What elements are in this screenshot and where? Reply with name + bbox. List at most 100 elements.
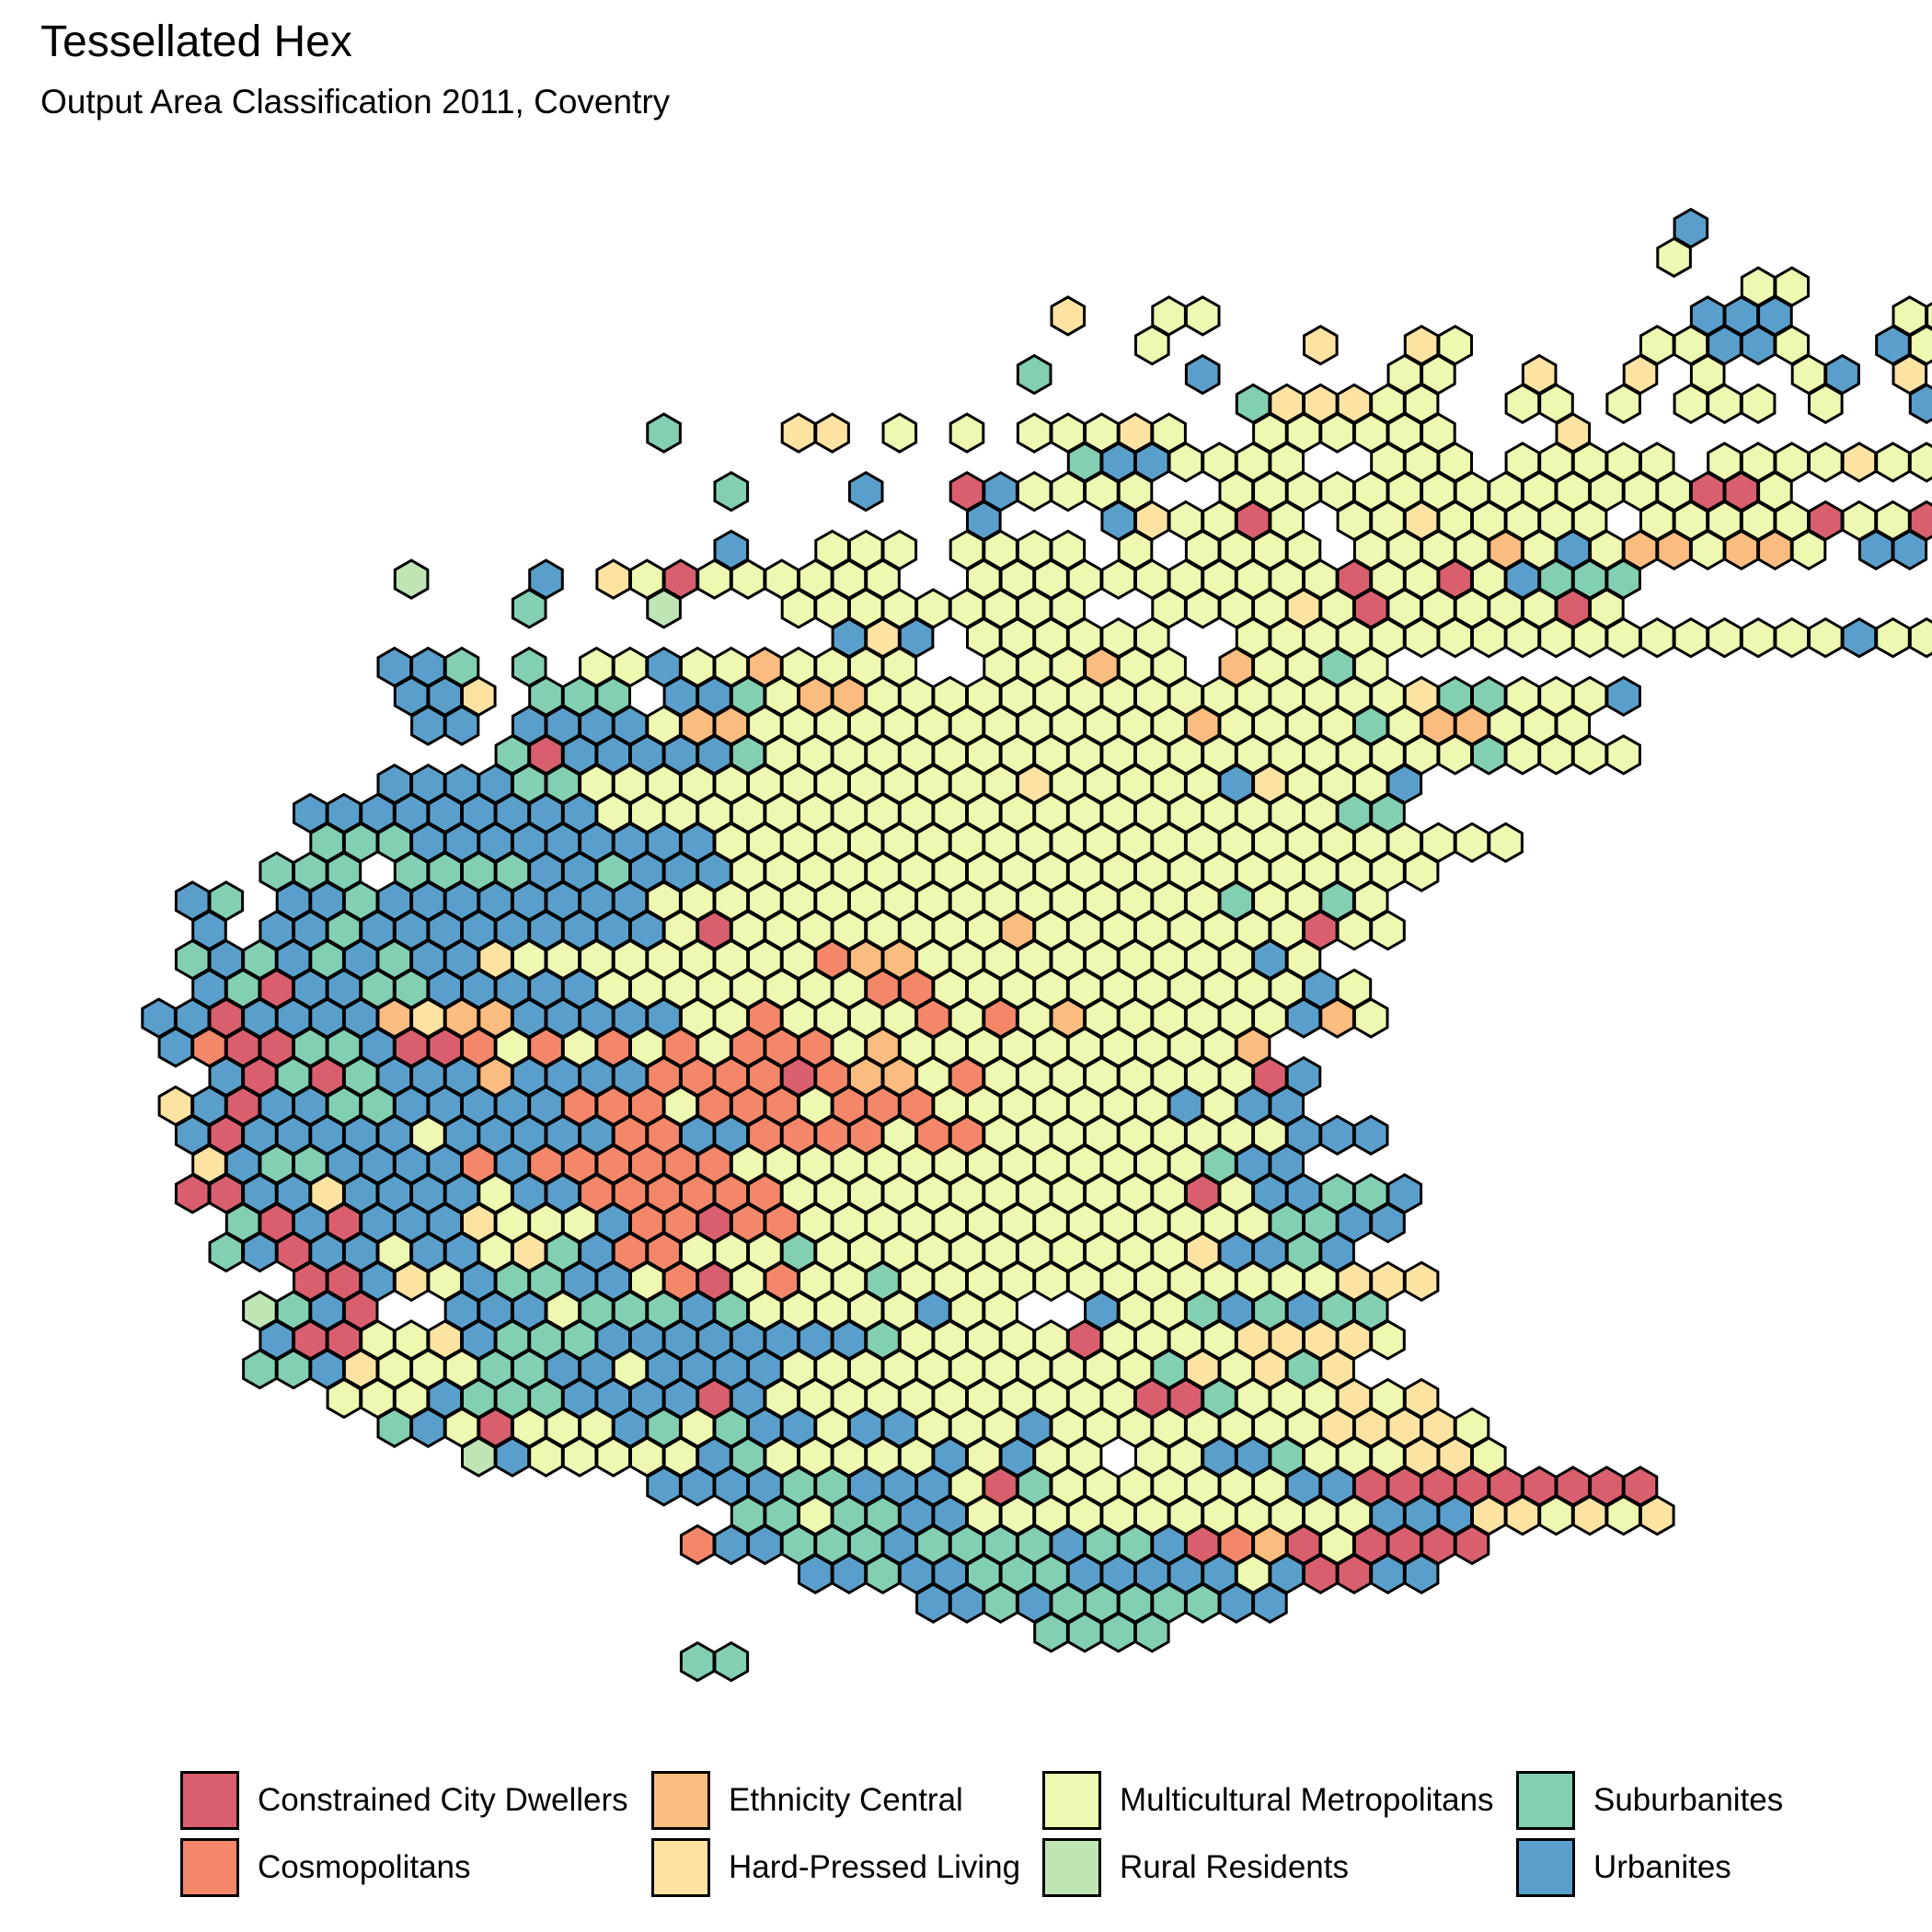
hex-cell-hard-pressed-living	[814, 412, 850, 454]
hex-cell-urbanites	[410, 1407, 446, 1449]
hex-cell-suburbanites	[511, 588, 547, 629]
hex-cell-urbanites	[679, 1466, 716, 1507]
map-subtitle: Output Area Classification 2011, Coventr…	[40, 83, 671, 121]
hex-cell-suburbanites	[1016, 353, 1052, 396]
hex-cell-hard-pressed-living	[1841, 442, 1878, 483]
hex-cell-multicultural-metropolitans	[1774, 616, 1810, 659]
hex-cell-urbanites	[646, 1466, 682, 1507]
hex-cell-multicultural-metropolitans	[1808, 442, 1844, 483]
hex-cell-ethnicity-central	[1723, 529, 1760, 571]
legend-label: Multicultural Metropolitans	[1120, 1782, 1494, 1818]
hex-cell-suburbanites	[679, 1640, 716, 1683]
hex-cell-urbanites	[1403, 1553, 1440, 1595]
hex-cell-suburbanites	[865, 1553, 901, 1595]
hex-cell-urbanites	[949, 1582, 985, 1624]
hex-cell-multicultural-metropolitans	[696, 558, 732, 600]
hex-cell-multicultural-metropolitans	[1370, 1319, 1406, 1361]
hex-cell-urbanites	[1740, 324, 1777, 366]
hex-cell-multicultural-metropolitans	[1908, 442, 1932, 483]
hex-cell-suburbanites	[1134, 1612, 1170, 1653]
hex-cell-rural-residents	[393, 558, 430, 600]
hex-cell-multicultural-metropolitans	[1167, 442, 1204, 483]
hex-cell-urbanites	[1892, 529, 1928, 571]
hex-cell-suburbanites	[713, 470, 750, 512]
hex-cell-multicultural-metropolitans	[1352, 997, 1389, 1039]
hex-cell-urbanites	[1857, 529, 1894, 571]
legend-swatch	[1042, 1771, 1101, 1830]
hex-cell-multicultural-metropolitans	[1016, 412, 1052, 454]
hex-cell-urbanites	[1605, 675, 1641, 718]
legend-swatch	[1516, 1771, 1575, 1830]
hex-cell-suburbanites	[376, 1407, 413, 1449]
hex-cell-multicultural-metropolitans	[1370, 909, 1406, 951]
hex-cell-multicultural-metropolitans	[1488, 822, 1524, 864]
hex-cell-constrained-city-dwellers	[1303, 1553, 1339, 1595]
hex-cell-hard-pressed-living	[1504, 1494, 1541, 1536]
hex-cell-multicultural-metropolitans	[1033, 1260, 1069, 1303]
hex-cell-constrained-city-dwellers	[174, 1173, 211, 1214]
hex-cell-multicultural-metropolitans	[1471, 616, 1507, 659]
hex-cell-constrained-city-dwellers	[1336, 1553, 1373, 1595]
hex-cell-multicultural-metropolitans	[1100, 558, 1136, 600]
hex-cell-multicultural-metropolitans	[528, 1436, 564, 1478]
hex-cell-multicultural-metropolitans	[1504, 383, 1541, 425]
hex-cell-multicultural-metropolitans	[1808, 616, 1844, 659]
hex-cell-multicultural-metropolitans	[1184, 295, 1221, 337]
hex-cell-urbanites	[1352, 1114, 1389, 1156]
legend-swatch	[651, 1838, 710, 1897]
hex-cell-multicultural-metropolitans	[1403, 851, 1440, 892]
hex-cell-multicultural-metropolitans	[561, 1436, 598, 1478]
legend-label: Cosmopolitans	[258, 1849, 471, 1885]
hex-cell-multicultural-metropolitans	[949, 412, 985, 454]
hex-cell-multicultural-metropolitans	[1571, 734, 1608, 776]
hex-cell-multicultural-metropolitans	[1707, 383, 1742, 425]
legend-label: Rural Residents	[1120, 1849, 1349, 1885]
hex-cell-suburbanites	[1471, 734, 1507, 776]
hex-cell-suburbanites	[1100, 1612, 1136, 1653]
hex-cell-suburbanites	[208, 1231, 245, 1273]
hex-cell-urbanites	[1319, 1114, 1355, 1156]
hex-cell-multicultural-metropolitans	[1707, 616, 1742, 659]
hex-cell-multicultural-metropolitans	[1016, 470, 1052, 512]
hex-cell-hard-pressed-living	[393, 1260, 430, 1303]
hex-cell-suburbanites	[1184, 1582, 1221, 1624]
hex-cell-multicultural-metropolitans	[326, 1377, 362, 1420]
hex-cell-multicultural-metropolitans	[1740, 383, 1777, 425]
hex-cell-multicultural-metropolitans	[595, 1436, 631, 1478]
hex-cell-urbanites	[798, 1553, 834, 1595]
hex-cell-constrained-city-dwellers	[1454, 1524, 1490, 1566]
legend: Constrained City Dwellers Cosmopolitans …	[180, 1771, 1818, 1909]
legend-label: Suburbanites	[1593, 1782, 1784, 1818]
legend-label: Constrained City Dwellers	[258, 1782, 628, 1818]
hex-cell-multicultural-metropolitans	[1437, 734, 1473, 776]
hex-cell-multicultural-metropolitans	[1605, 1494, 1641, 1536]
hex-cell-multicultural-metropolitans	[1454, 822, 1490, 864]
hex-cell-multicultural-metropolitans	[1926, 302, 1932, 330]
hex-cell-multicultural-metropolitans	[1790, 529, 1827, 571]
legend-swatch	[1516, 1838, 1575, 1897]
hex-cell-multicultural-metropolitans	[1504, 616, 1541, 659]
legend-label: Ethnicity Central	[729, 1782, 963, 1818]
hex-cell-urbanites	[443, 705, 480, 746]
hex-cell-multicultural-metropolitans	[1875, 442, 1911, 483]
hex-cell-suburbanites	[275, 1348, 312, 1390]
hex-cell-rural-residents	[646, 588, 682, 629]
hex-cell-multicultural-metropolitans	[1605, 383, 1641, 425]
hex-cell-multicultural-metropolitans	[1134, 324, 1170, 366]
hex-cell-multicultural-metropolitans	[1656, 236, 1692, 279]
hex-map	[141, 207, 1932, 1683]
legend-swatch	[1042, 1838, 1101, 1897]
legend-label: Hard-Pressed Living	[729, 1849, 1021, 1885]
hex-cell-urbanites	[1370, 1202, 1406, 1244]
hex-cell-ethnicity-central	[1757, 529, 1793, 571]
hex-cell-urbanites	[1218, 1582, 1255, 1624]
hex-cell-urbanites	[847, 470, 884, 512]
hex-cell-suburbanites	[1066, 1612, 1103, 1653]
hex-cell-suburbanites	[983, 1582, 1018, 1624]
hex-cell-multicultural-metropolitans	[1319, 412, 1355, 454]
hex-cell-urbanites	[1370, 1553, 1406, 1595]
hex-cell-multicultural-metropolitans	[881, 412, 918, 454]
legend-swatch	[180, 1771, 239, 1830]
hex-cell-multicultural-metropolitans	[1538, 734, 1574, 776]
hex-cell-multicultural-metropolitans	[1673, 383, 1709, 425]
